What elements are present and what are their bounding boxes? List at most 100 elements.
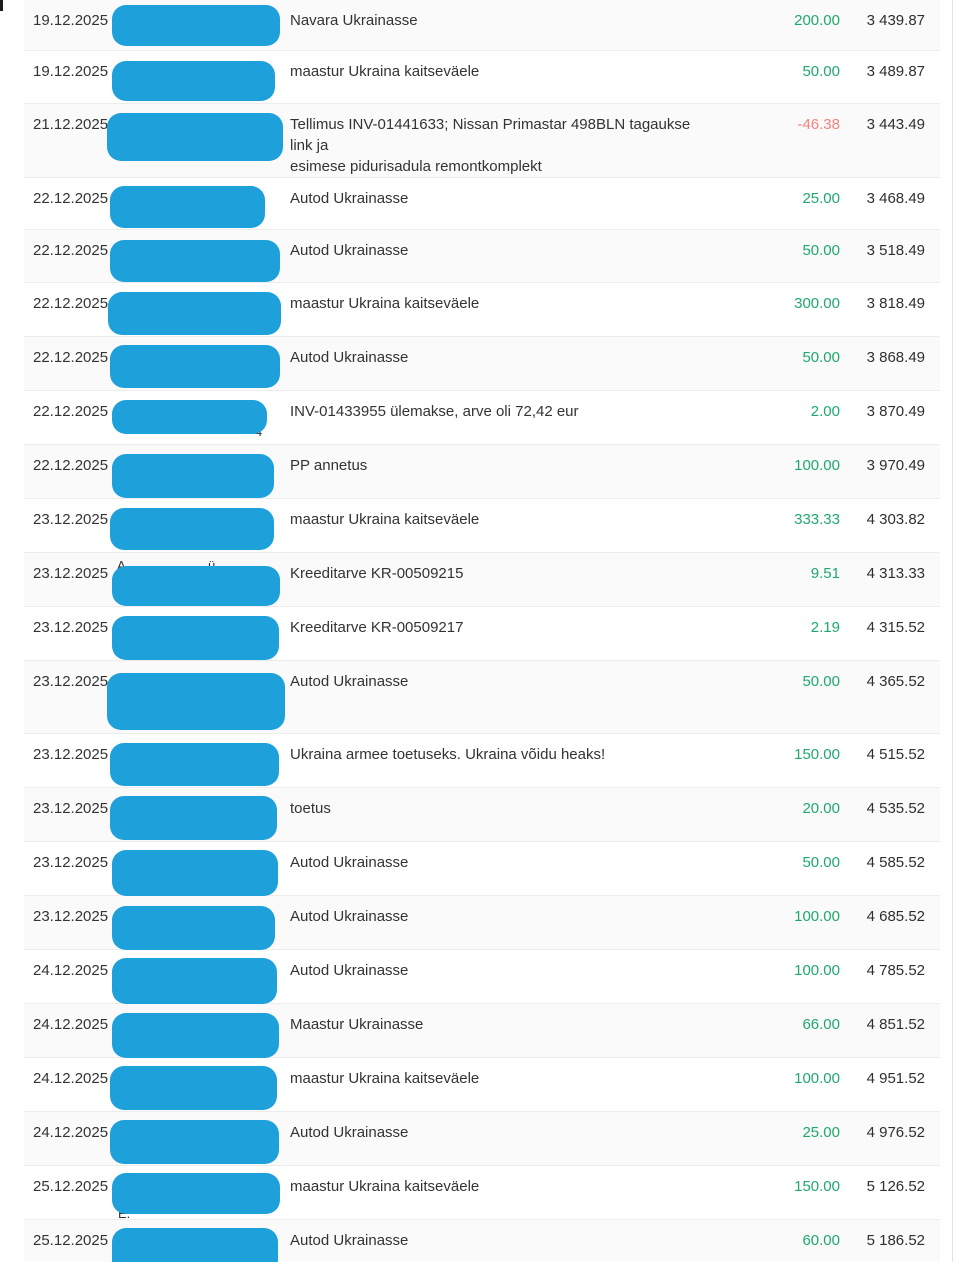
transaction-date: 22.12.2025 — [33, 403, 109, 420]
redaction-blob — [110, 508, 274, 550]
redaction-blob — [112, 566, 280, 606]
description-line-1: maastur Ukraina kaitseväele — [290, 295, 480, 312]
transaction-description: Kreeditarve KR-00509215 — [290, 553, 710, 584]
redacted-payer — [108, 445, 290, 498]
transaction-row[interactable]: 25.12.2025 Autod Ukrainasse 60.00 5 186.… — [24, 1219, 940, 1262]
account-balance: 4 785.52 — [866, 962, 925, 979]
account-balance: 4 535.52 — [866, 800, 925, 817]
redaction-blob — [110, 345, 280, 388]
transaction-row[interactable]: 24.12.2025 Maastur Ukrainasse 66.00 4 85… — [24, 1003, 940, 1058]
description-line-1: Autod Ukrainasse — [290, 962, 409, 979]
redacted-payer — [108, 1004, 290, 1058]
transaction-row[interactable]: 22.12.2025 Autod Ukrainasse 50.00 3 518.… — [24, 229, 940, 282]
transaction-row[interactable]: 21.12.2025 Tellimus INV-01441633; Nissan… — [24, 103, 940, 177]
transaction-row[interactable]: 23.12.2025 maastur Ukraina kaitseväele 3… — [24, 498, 940, 552]
transaction-date: 23.12.2025 — [33, 673, 109, 690]
transaction-row[interactable]: 24.12.2025 maastur Ukraina kaitseväele 1… — [24, 1057, 940, 1111]
account-balance: 4 851.52 — [866, 1016, 925, 1033]
transaction-date: 23.12.2025 — [33, 908, 109, 925]
transaction-row[interactable]: 23.12.2025 Autod Ukrainasse 50.00 4 585.… — [24, 841, 940, 896]
account-balance: 3 970.49 — [866, 457, 925, 474]
redacted-payer — [108, 230, 290, 282]
transaction-amount: 150.00 — [794, 1178, 840, 1195]
redacted-payer — [108, 283, 290, 336]
account-balance: 5 126.52 — [866, 1178, 925, 1195]
transaction-amount: 9.51 — [810, 565, 840, 582]
redacted-payer — [108, 337, 290, 390]
transaction-amount: 333.33 — [794, 511, 840, 528]
account-balance: 3 489.87 — [866, 63, 925, 80]
description-line-1: maastur Ukraina kaitseväele — [290, 63, 480, 80]
transaction-description: PP annetus — [290, 445, 710, 476]
transaction-row[interactable]: 24.12.2025 Autod Ukrainasse 100.00 4 785… — [24, 949, 940, 1004]
transaction-row[interactable]: 23.12.2025 toetus 20.00 4 535.52 — [24, 787, 940, 841]
description-line-1: maastur Ukraina kaitseväele — [290, 1178, 480, 1195]
account-balance: 4 976.52 — [866, 1124, 925, 1141]
transaction-date: 23.12.2025 — [33, 746, 109, 763]
transaction-row[interactable]: 22.12.2025 4 INV-01433955 ülemakse, arve… — [24, 390, 940, 444]
transaction-date: 22.12.2025 — [33, 190, 109, 207]
redaction-blob — [110, 1066, 277, 1110]
panel-right-border — [952, 0, 953, 1262]
transaction-row[interactable]: 19.12.2025 maastur Ukraina kaitseväele 5… — [24, 50, 940, 103]
transaction-description: Autod Ukrainasse — [290, 950, 710, 981]
redacted-payer — [108, 178, 290, 229]
description-line-1: Autod Ukrainasse — [290, 1124, 409, 1141]
redaction-blob — [112, 1228, 278, 1262]
transaction-amount: 50.00 — [802, 349, 840, 366]
account-balance: 4 303.82 — [866, 511, 925, 528]
redaction-blob — [112, 850, 278, 896]
transaction-description: maastur Ukraina kaitseväele — [290, 283, 710, 314]
transaction-date: 22.12.2025 — [33, 349, 109, 366]
transaction-row[interactable]: 23.12.2025 A ü Kreeditarve KR-00509215 9… — [24, 552, 940, 606]
transaction-row[interactable]: 23.12.2025 Autod Ukrainasse 50.00 4 365.… — [24, 660, 940, 733]
redaction-blob — [110, 240, 280, 282]
transaction-row[interactable]: 23.12.2025 Kreeditarve KR-00509217 2.19 … — [24, 606, 940, 660]
transaction-row[interactable]: 19.12.2025 Navara Ukrainasse 200.00 3 43… — [24, 0, 940, 50]
redaction-blob — [112, 5, 280, 46]
redaction-blob — [112, 400, 267, 434]
transaction-row[interactable]: 23.12.2025 Autod Ukrainasse 100.00 4 685… — [24, 895, 940, 950]
redacted-payer — [108, 0, 290, 50]
transaction-amount: 50.00 — [802, 854, 840, 871]
description-line-1: Autod Ukrainasse — [290, 1232, 409, 1249]
transaction-date: 24.12.2025 — [33, 1016, 109, 1033]
transaction-description: Autod Ukrainasse — [290, 842, 710, 873]
transaction-row[interactable]: 24.12.2025 Autod Ukrainasse 25.00 4 976.… — [24, 1111, 940, 1165]
transaction-amount: 100.00 — [794, 962, 840, 979]
transaction-amount: 50.00 — [802, 63, 840, 80]
transaction-amount: 25.00 — [802, 1124, 840, 1141]
transaction-row[interactable]: 25.12.2025 E. maastur Ukraina kaitseväel… — [24, 1165, 940, 1220]
description-line-1: PP annetus — [290, 457, 368, 474]
description-line-1: Ukraina armee toetuseks. Ukraina võidu h… — [290, 746, 606, 763]
account-balance: 3 439.87 — [866, 12, 925, 29]
account-balance: 3 868.49 — [866, 349, 925, 366]
description-line-1: toetus — [290, 800, 331, 817]
transaction-description: Autod Ukrainasse — [290, 178, 710, 209]
transaction-row[interactable]: 22.12.2025 maastur Ukraina kaitseväele 3… — [24, 282, 940, 336]
description-line-1: Autod Ukrainasse — [290, 854, 409, 871]
transaction-row[interactable]: 22.12.2025 PP annetus 100.00 3 970.49 — [24, 444, 940, 498]
redaction-blob — [112, 906, 275, 950]
transaction-row[interactable]: 23.12.2025 Ukraina armee toetuseks. Ukra… — [24, 733, 940, 787]
transaction-description: Autod Ukrainasse — [290, 896, 710, 927]
transaction-row[interactable]: 22.12.2025 Autod Ukrainasse 25.00 3 468.… — [24, 177, 940, 229]
description-line-1: Autod Ukrainasse — [290, 908, 409, 925]
transaction-description: Ukraina armee toetuseks. Ukraina võidu h… — [290, 734, 710, 765]
transaction-date: 22.12.2025 — [33, 295, 109, 312]
transaction-row[interactable]: 22.12.2025 Autod Ukrainasse 50.00 3 868.… — [24, 336, 940, 390]
transaction-description: toetus — [290, 788, 710, 819]
transaction-description: maastur Ukraina kaitseväele — [290, 1058, 710, 1089]
description-line-1: Tellimus INV-01441633; Nissan Primastar … — [290, 116, 691, 154]
redacted-payer — [107, 104, 290, 177]
transaction-date: 19.12.2025 — [33, 63, 109, 80]
transaction-description: maastur Ukraina kaitseväele — [290, 51, 710, 82]
redaction-blob — [108, 292, 281, 335]
transaction-amount: 2.19 — [810, 619, 840, 636]
account-balance: 3 818.49 — [866, 295, 925, 312]
transaction-amount: 60.00 — [802, 1232, 840, 1249]
redaction-blob — [110, 1120, 279, 1164]
transaction-amount: 100.00 — [794, 457, 840, 474]
redaction-blob — [112, 616, 279, 660]
